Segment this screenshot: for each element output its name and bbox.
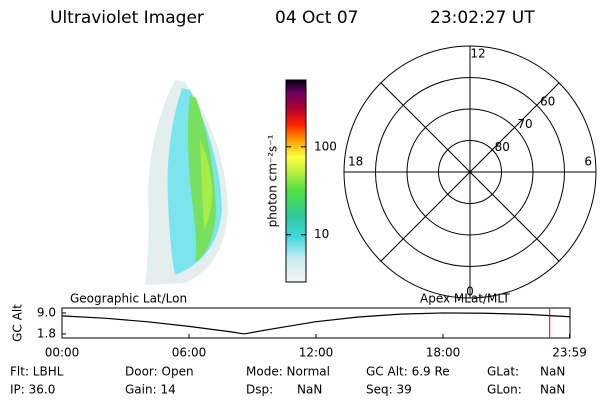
plot-frame <box>61 307 571 339</box>
colorbar <box>285 79 307 283</box>
lat-ring-label: 80 <box>495 140 510 154</box>
colorbar-tick-label: 100 <box>314 139 337 153</box>
status-field: GLon: <box>487 383 522 397</box>
x-tick-label: 06:00 <box>172 346 207 360</box>
mlt-label: 12 <box>470 47 485 61</box>
spoke <box>380 82 560 262</box>
status-field: NaN <box>540 383 565 397</box>
lat-ring-label: 70 <box>517 117 532 131</box>
lat-ring <box>406 108 534 236</box>
lat-ring-label: 60 <box>540 94 555 108</box>
y-axis-label: GC Alt <box>11 304 25 342</box>
colorbar-label: photon cm⁻²s⁻¹ <box>266 134 280 227</box>
status-field: NaN <box>297 383 322 397</box>
status-field: NaN <box>540 365 565 379</box>
status-field: Dsp: <box>246 383 273 397</box>
altitude-curve <box>61 312 571 335</box>
annotation: Geographic Lat/Lon <box>70 292 187 306</box>
status-field: IP: 36.0 <box>10 383 55 397</box>
mlt-label: 6 <box>584 155 592 169</box>
colorbar-tick-label: 10 <box>314 227 329 241</box>
status-field: GLat: <box>487 365 519 379</box>
lat-ring <box>375 77 565 267</box>
y-tick-label: 1.8 <box>37 326 56 340</box>
status-field: Door: Open <box>125 365 194 379</box>
lat-ring <box>438 140 502 204</box>
aurora-image <box>145 80 228 285</box>
status-field: Flt: LBHL <box>10 365 64 379</box>
mlt-label: 18 <box>348 155 363 169</box>
time: 23:02:27 UT <box>430 8 535 28</box>
status-field: Gain: 14 <box>125 383 176 397</box>
x-tick-label: 23:59 <box>552 346 587 360</box>
x-tick-label: 00:00 <box>45 346 80 360</box>
mlt-label: 0 <box>466 285 474 299</box>
status-field: Seq: 39 <box>366 383 412 397</box>
x-tick-label: 12:00 <box>299 346 334 360</box>
instrument: Ultraviolet Imager <box>50 8 204 28</box>
y-tick-label: 9.0 <box>37 305 56 319</box>
x-tick-label: 18:00 <box>426 346 461 360</box>
date: 04 Oct 07 <box>275 8 358 28</box>
status-field: Mode: Normal <box>246 365 330 379</box>
status-field: GC Alt: 6.9 Re <box>366 365 450 379</box>
